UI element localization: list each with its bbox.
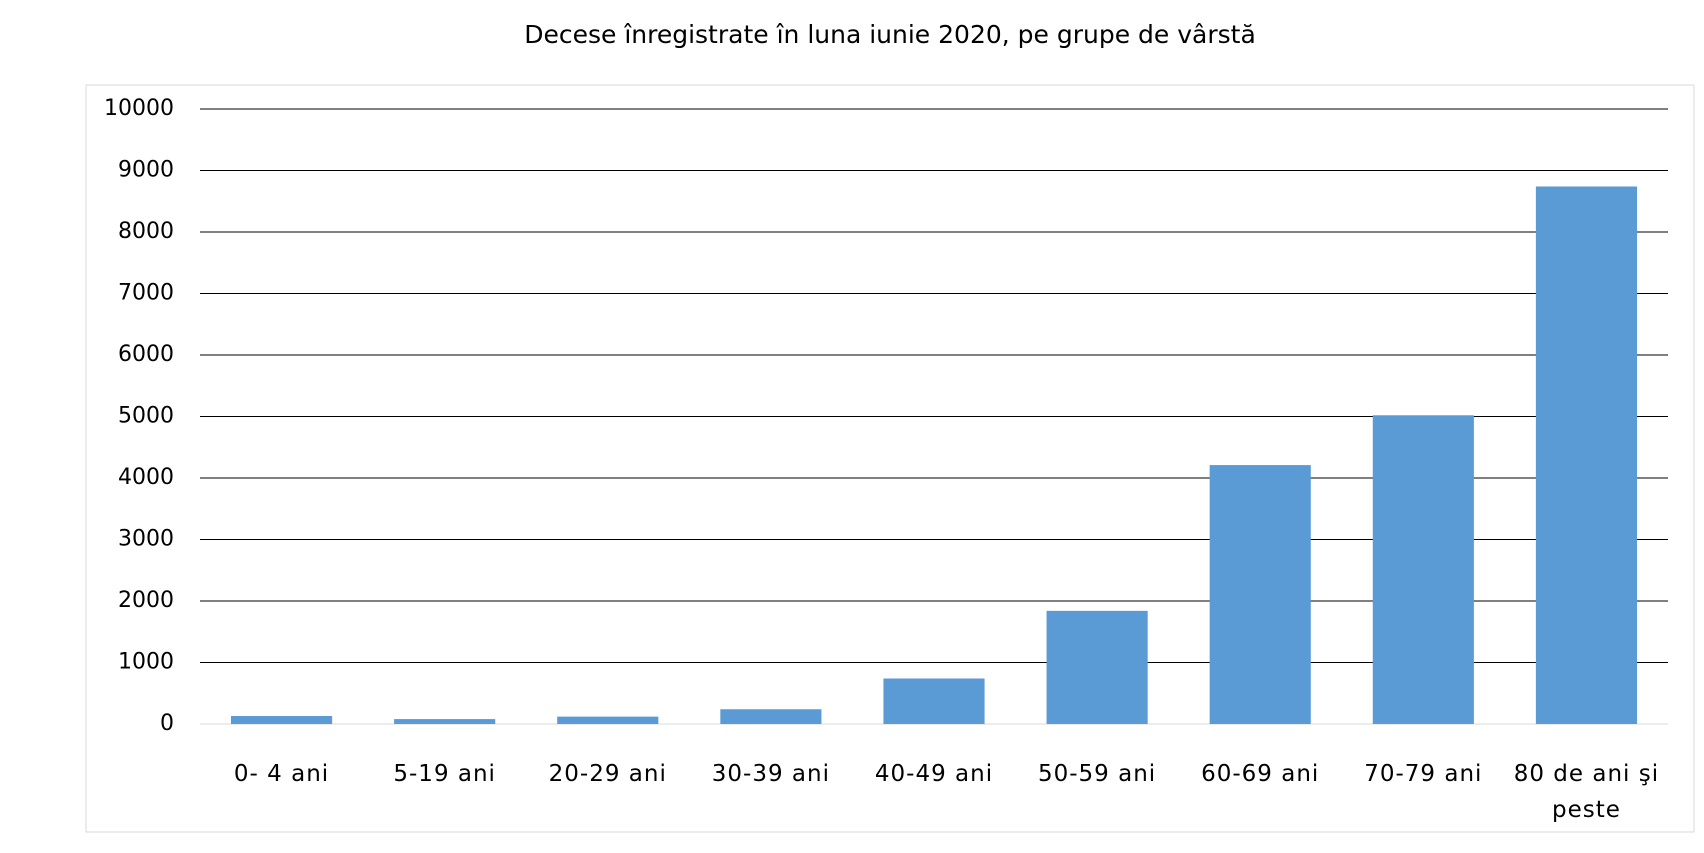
bar bbox=[1372, 415, 1474, 724]
x-tick-label: 60-69 ani bbox=[1201, 761, 1320, 787]
x-tick-label: 50-59 ani bbox=[1037, 761, 1157, 787]
chart-title: Decese înregistrate în luna iunie 2020, … bbox=[524, 20, 1256, 49]
y-tick-label: 0 bbox=[160, 711, 174, 736]
y-tick-label: 2000 bbox=[118, 588, 174, 613]
y-tick-label: 8000 bbox=[118, 219, 174, 244]
x-tick-label: 5-19 ani bbox=[393, 761, 496, 787]
x-tick-label: 0- 4 ani bbox=[233, 761, 330, 787]
x-tick-label: 40-49 ani bbox=[874, 761, 994, 787]
y-tick-label: 3000 bbox=[118, 527, 174, 552]
bar bbox=[883, 678, 985, 724]
x-tick-label: 70-79 ani bbox=[1364, 761, 1483, 787]
y-tick-label: 5000 bbox=[118, 404, 174, 429]
y-tick-label: 9000 bbox=[118, 158, 174, 183]
bar bbox=[1046, 610, 1148, 724]
y-tick-label: 1000 bbox=[118, 650, 174, 675]
bar bbox=[720, 709, 822, 724]
x-tick-label: 80 de ani şi peste bbox=[1513, 761, 1660, 823]
bar bbox=[1209, 465, 1311, 724]
y-tick-label: 7000 bbox=[118, 281, 174, 306]
bar bbox=[230, 716, 333, 724]
y-tick-label: 6000 bbox=[118, 342, 174, 367]
x-tick-label: 20-29 ani bbox=[548, 761, 667, 787]
y-tick-label: 4000 bbox=[118, 465, 174, 490]
x-tick-label: 30-39 ani bbox=[711, 761, 830, 787]
y-tick-label: 10000 bbox=[104, 96, 174, 121]
chart-frame bbox=[85, 84, 1695, 833]
bar bbox=[1535, 186, 1638, 725]
bar bbox=[394, 719, 496, 724]
bar bbox=[557, 716, 659, 724]
